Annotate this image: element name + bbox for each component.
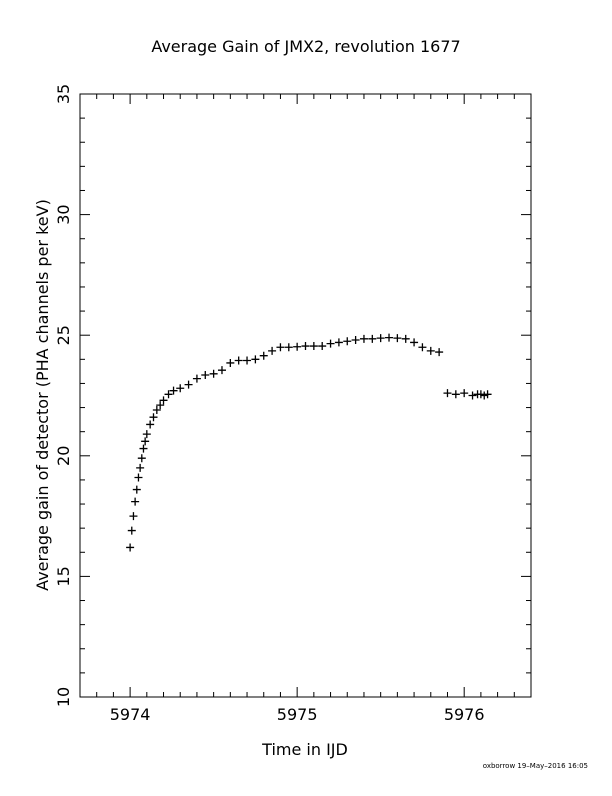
- y-tick-label: 20: [54, 446, 73, 466]
- data-point: [334, 338, 343, 347]
- data-point: [480, 391, 489, 400]
- data-point: [385, 333, 394, 342]
- chart-title: Average Gain of JMX2, revolution 1677: [151, 37, 460, 56]
- data-point: [146, 420, 155, 429]
- y-tick-label: 35: [54, 84, 73, 104]
- data-point: [136, 463, 145, 472]
- data-point: [460, 389, 469, 398]
- data-point: [468, 391, 477, 400]
- x-tick-label: 5976: [444, 705, 485, 724]
- axis-ticks: [79, 93, 532, 698]
- axis-tick-labels: 5974 5975 5976 10 15 20 25 30 35: [54, 84, 485, 724]
- data-point: [326, 339, 335, 348]
- data-point: [156, 401, 165, 410]
- y-tick-label: 15: [54, 566, 73, 586]
- data-point: [393, 334, 402, 343]
- data-point: [164, 390, 173, 399]
- data-point: [169, 386, 178, 395]
- data-point: [134, 473, 143, 482]
- data-point: [127, 526, 136, 535]
- data-point: [139, 444, 148, 453]
- data-point: [126, 543, 135, 552]
- plot-frame: [79, 93, 532, 698]
- data-point: [284, 343, 293, 352]
- data-point: [418, 343, 427, 352]
- data-point: [192, 374, 201, 383]
- data-point: [201, 370, 210, 379]
- data-point: [476, 390, 485, 399]
- data-point: [152, 405, 161, 414]
- data-point: [318, 342, 327, 351]
- data-point: [251, 355, 260, 364]
- data-point: [268, 346, 277, 355]
- data-point: [359, 334, 368, 343]
- x-tick-label: 5975: [277, 705, 318, 724]
- x-tick-label: 5974: [110, 705, 151, 724]
- y-axis-label: Average gain of detector (PHA channels p…: [33, 199, 52, 591]
- data-point: [159, 396, 168, 405]
- data-point: [368, 334, 377, 343]
- data-points: [126, 333, 492, 552]
- data-point: [301, 342, 310, 351]
- footer-credit: oxborrow 19–May–2016 16:05: [483, 762, 588, 770]
- y-tick-label: 30: [54, 204, 73, 224]
- data-point: [234, 356, 243, 365]
- data-point: [209, 369, 218, 378]
- data-point: [426, 346, 435, 355]
- data-point: [401, 334, 410, 343]
- data-point: [129, 512, 138, 521]
- data-point: [226, 358, 235, 367]
- data-point: [376, 334, 385, 343]
- x-axis-label: Time in IJD: [261, 740, 348, 759]
- data-point: [176, 384, 185, 393]
- data-point: [483, 390, 492, 399]
- data-point: [137, 454, 146, 463]
- data-point: [243, 356, 252, 365]
- data-point: [276, 343, 285, 352]
- data-point: [184, 380, 193, 389]
- data-point: [149, 413, 158, 422]
- y-tick-label: 10: [54, 687, 73, 707]
- y-tick-label: 25: [54, 325, 73, 345]
- data-point: [351, 336, 360, 345]
- data-point: [131, 497, 140, 506]
- data-point: [343, 337, 352, 346]
- data-point: [435, 348, 444, 357]
- data-point: [141, 437, 150, 446]
- data-point: [443, 389, 452, 398]
- data-point: [259, 351, 268, 360]
- data-point: [293, 342, 302, 351]
- data-point: [217, 366, 226, 375]
- data-point: [132, 485, 141, 494]
- data-point: [309, 342, 318, 351]
- data-point: [451, 390, 460, 399]
- data-point: [142, 430, 151, 439]
- data-point: [410, 338, 419, 347]
